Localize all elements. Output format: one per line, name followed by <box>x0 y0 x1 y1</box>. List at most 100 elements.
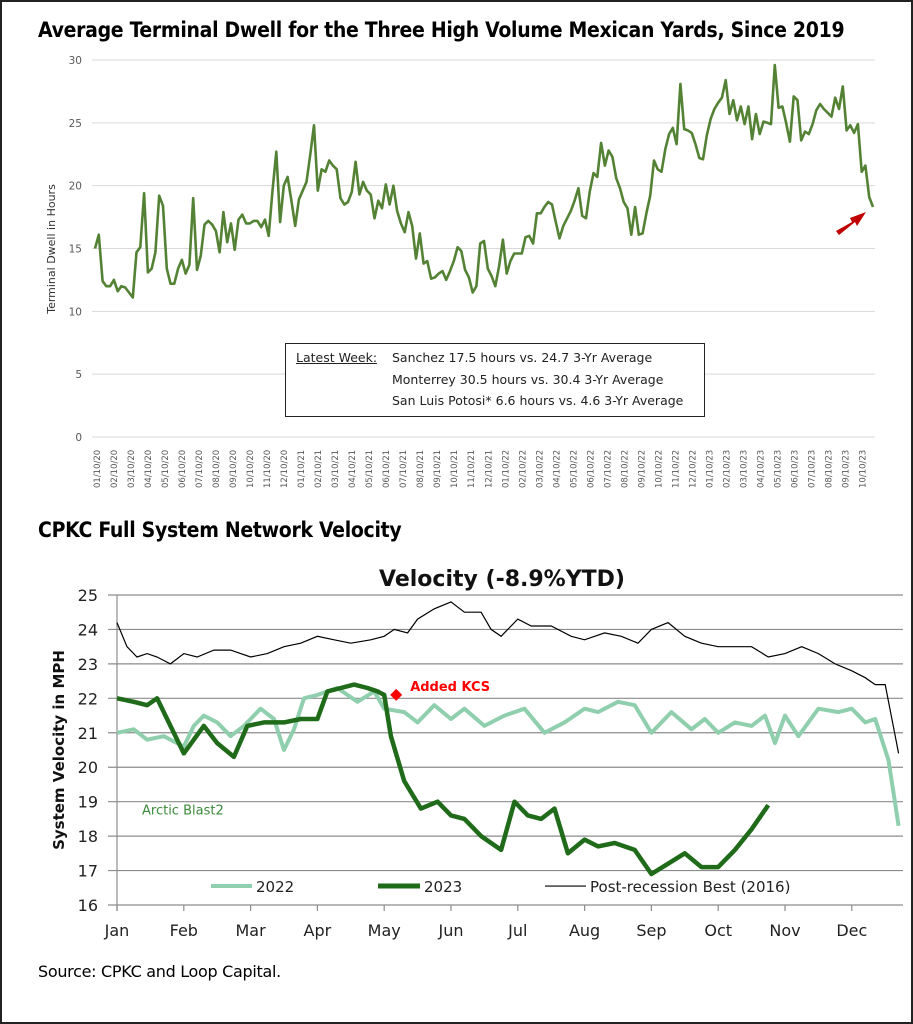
velocity-y-tick-label: 21 <box>78 724 98 743</box>
monterrey-line: Monterrey 30.5 hours vs. 30.4 3-Yr Avera… <box>392 372 664 387</box>
dwell-x-tick-label: 10/10/22 <box>654 450 664 488</box>
dwell-x-tick-label: 02/10/23 <box>722 450 732 488</box>
dwell-x-tick-label: 03/10/20 <box>127 450 137 488</box>
dwell-x-tick-label: 03/10/21 <box>331 450 341 488</box>
dwell-x-tick-label: 04/10/20 <box>144 450 154 488</box>
velocity-y-ticks: 16 17 18 19 20 21 22 23 24 25 <box>78 586 98 915</box>
velocity-x-tick-label: Feb <box>170 921 198 940</box>
dwell-x-tick-label: 07/10/21 <box>399 450 409 488</box>
dwell-y-tick-label: 0 <box>75 432 82 444</box>
sanchez-line: Sanchez 17.5 hours vs. 24.7 3-Yr Average <box>392 350 653 365</box>
slp-line: San Luis Potosi* 6.6 hours vs. 4.6 3-Yr … <box>392 393 684 408</box>
velocity-x-tick-label: Jun <box>438 921 464 940</box>
dwell-x-tick-label: 06/10/21 <box>382 450 392 488</box>
dwell-x-tick-label: 04/10/21 <box>348 450 358 488</box>
velocity-x-tick-label: Apr <box>304 921 332 940</box>
dwell-x-tick-label: 11/10/20 <box>263 450 273 488</box>
dwell-x-tick-label: 06/10/23 <box>790 450 800 488</box>
dwell-x-tick-label: 02/10/22 <box>518 450 528 488</box>
arctic-blast-label: Arctic Blast2 <box>142 804 224 819</box>
dwell-x-tick-label: 03/10/22 <box>535 450 545 488</box>
dwell-y-tick-label: 25 <box>69 118 82 130</box>
dwell-x-tick-label: 04/10/23 <box>756 450 766 488</box>
dwell-y-tick-label: 15 <box>69 244 82 256</box>
red-arrow-icon <box>836 212 866 235</box>
dwell-y-tick-label: 10 <box>69 306 82 318</box>
dwell-x-tick-label: 07/10/22 <box>603 450 613 488</box>
velocity-y-tick-label: 25 <box>78 586 98 605</box>
dwell-x-tick-label: 08/10/23 <box>824 450 834 488</box>
dwell-x-tick-label: 12/10/21 <box>484 450 494 488</box>
dwell-x-tick-label: 01/10/20 <box>93 450 103 488</box>
velocity-x-tick-label: Jan <box>104 921 130 940</box>
dwell-x-tick-label: 06/10/20 <box>178 450 188 488</box>
source-note: Source: CPKC and Loop Capital. <box>38 962 281 981</box>
series-line-2016 <box>116 601 900 754</box>
dwell-x-tick-label: 08/10/20 <box>212 450 222 488</box>
velocity-chart-title: Velocity (-8.9%YTD) <box>379 567 625 592</box>
velocity-x-tick-label: Jul <box>507 921 527 940</box>
dwell-x-tick-label: 09/10/21 <box>433 450 443 488</box>
dwell-x-tick-label: 02/10/21 <box>314 450 324 488</box>
series-line-2022 <box>116 686 901 827</box>
velocity-y-tick-label: 18 <box>78 827 98 846</box>
dwell-x-tick-label: 05/10/20 <box>161 450 171 488</box>
dwell-x-tick-label: 09/10/23 <box>841 450 851 488</box>
dwell-x-tick-label: 02/10/20 <box>110 450 120 488</box>
latest-week-label: Latest Week: <box>296 350 378 365</box>
dwell-x-ticks: 01/10/20 02/10/20 03/10/20 04/10/20 05/10/20… <box>93 450 868 488</box>
legend-label: 2023 <box>424 878 462 896</box>
dwell-x-tick-label: 01/10/22 <box>501 450 511 488</box>
dwell-x-tick-label: 04/10/22 <box>552 450 562 488</box>
dwell-x-tick-label: 01/10/21 <box>297 450 307 488</box>
dwell-x-tick-label: 11/10/21 <box>467 450 477 488</box>
dwell-x-tick-label: 07/10/20 <box>195 450 205 488</box>
velocity-section-title: CPKC Full System Network Velocity <box>38 518 402 542</box>
velocity-x-tick-label: Aug <box>569 921 600 940</box>
dwell-x-tick-label: 09/10/22 <box>637 450 647 488</box>
velocity-x-ticks: Jan Feb Mar Apr May Jun Jul Aug Sep Oct Nov Dec <box>104 905 867 940</box>
velocity-y-axis-label: System Velocity in MPH <box>50 650 68 850</box>
dwell-x-tick-label: 12/10/22 <box>688 450 698 488</box>
velocity-y-tick-label: 20 <box>78 758 98 777</box>
velocity-chart: Velocity (-8.9%YTD) 16 17 18 19 20 21 22 23 24 25… <box>50 567 903 940</box>
dwell-x-tick-label: 11/10/22 <box>671 450 681 488</box>
velocity-x-tick-label: Nov <box>769 921 800 940</box>
velocity-y-tick-label: 24 <box>78 620 98 639</box>
dwell-y-tick-label: 20 <box>69 181 82 193</box>
dwell-x-tick-label: 08/10/22 <box>620 450 630 488</box>
added-kcs-marker <box>390 688 403 701</box>
velocity-y-tick-label: 16 <box>78 896 98 915</box>
velocity-x-tick-label: Dec <box>836 921 867 940</box>
dwell-x-tick-label: 06/10/22 <box>586 450 596 488</box>
dwell-chart-title: Average Terminal Dwell for the Three Hig… <box>38 18 845 42</box>
dwell-x-tick-label: 01/10/23 <box>705 450 715 488</box>
velocity-y-tick-label: 19 <box>78 793 98 812</box>
dwell-chart: 0 5 10 15 20 25 30 01/10/20 02/10/20 03/10/20 04/… <box>45 55 875 488</box>
dwell-x-tick-label: 05/10/21 <box>365 450 375 488</box>
dwell-y-tick-label: 30 <box>69 55 82 67</box>
latest-week-box: Latest Week: Sanchez 17.5 hours vs. 24.7… <box>285 343 705 417</box>
series-line-2023 <box>116 682 771 877</box>
velocity-x-tick-label: Oct <box>704 921 732 940</box>
velocity-x-tick-label: May <box>368 921 401 940</box>
dwell-x-tick-label: 12/10/20 <box>280 450 290 488</box>
dwell-x-tick-label: 03/10/23 <box>739 450 749 488</box>
added-kcs-label: Added KCS <box>410 680 490 695</box>
dwell-y-ticks: 0 5 10 15 20 25 30 <box>69 55 82 444</box>
velocity-y-tick-label: 17 <box>78 862 98 881</box>
dwell-y-tick-label: 5 <box>75 369 82 381</box>
velocity-legend: 2022 2023 Post-recession Best (2016) <box>211 878 790 896</box>
dwell-x-tick-label: 05/10/23 <box>773 450 783 488</box>
velocity-y-tick-label: 23 <box>78 655 98 674</box>
velocity-x-tick-label: Sep <box>636 921 666 940</box>
dwell-x-tick-label: 08/10/21 <box>416 450 426 488</box>
dwell-y-axis-label: Terminal Dwell in Hours <box>45 184 58 315</box>
dwell-series-line <box>93 63 875 299</box>
velocity-x-tick-label: Mar <box>236 921 267 940</box>
dwell-x-tick-label: 10/10/20 <box>246 450 256 488</box>
dwell-x-tick-label: 09/10/20 <box>229 450 239 488</box>
dwell-x-tick-label: 07/10/23 <box>807 450 817 488</box>
dwell-x-tick-label: 10/10/21 <box>450 450 460 488</box>
